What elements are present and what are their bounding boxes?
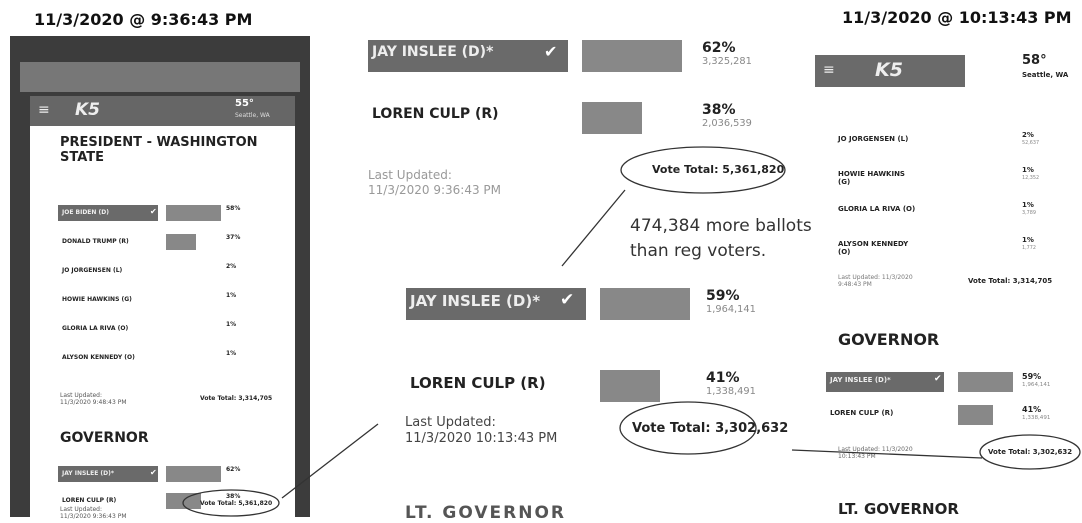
highlight-ellipse bbox=[620, 402, 756, 454]
highlight-ellipse bbox=[621, 147, 785, 193]
pointer-line bbox=[282, 424, 378, 498]
pointer-line bbox=[562, 190, 625, 266]
pointer-line bbox=[792, 450, 982, 458]
highlight-ellipse bbox=[980, 435, 1080, 469]
highlight-ellipse bbox=[183, 490, 279, 516]
page: 11/3/2020 @ 9:36:43 PM 11/3/2020 @ 10:13… bbox=[0, 0, 1082, 517]
annotation-overlay bbox=[0, 0, 1082, 517]
